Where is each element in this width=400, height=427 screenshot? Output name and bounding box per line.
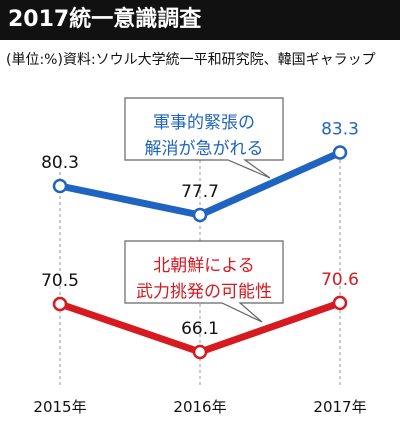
data-point xyxy=(192,344,208,360)
source-note: (単位:%)資料:ソウル大学統一平和研究院、韓国ギャラップ xyxy=(6,52,376,68)
chart-title: 2017統一意識調査 xyxy=(8,7,202,32)
data-label: 80.3 xyxy=(41,153,79,173)
data-point xyxy=(192,207,208,223)
legend-label: 北朝鮮による xyxy=(153,256,255,276)
data-point xyxy=(52,178,68,194)
legend-callout-box xyxy=(124,97,284,179)
data-point xyxy=(332,295,348,311)
data-label: 83.3 xyxy=(321,120,359,140)
data-label: 66.1 xyxy=(181,319,219,339)
legend-label: 武力挑発の可能性 xyxy=(136,282,272,302)
legend-label: 軍事的緊張の xyxy=(153,113,255,133)
data-label: 70.5 xyxy=(41,271,79,291)
data-point xyxy=(332,145,348,160)
title-bar: 2017統一意識調査 xyxy=(0,0,400,40)
data-point xyxy=(52,296,68,312)
x-tick-label: 2015年 xyxy=(33,398,86,416)
legend-callout-box xyxy=(124,240,284,323)
x-tick-label: 2017年 xyxy=(313,398,366,416)
x-tick-label: 2016年 xyxy=(173,398,226,416)
legend-label: 解消が急がれる xyxy=(145,139,264,159)
data-label: 70.6 xyxy=(321,270,359,290)
data-label: 77.7 xyxy=(181,182,219,202)
